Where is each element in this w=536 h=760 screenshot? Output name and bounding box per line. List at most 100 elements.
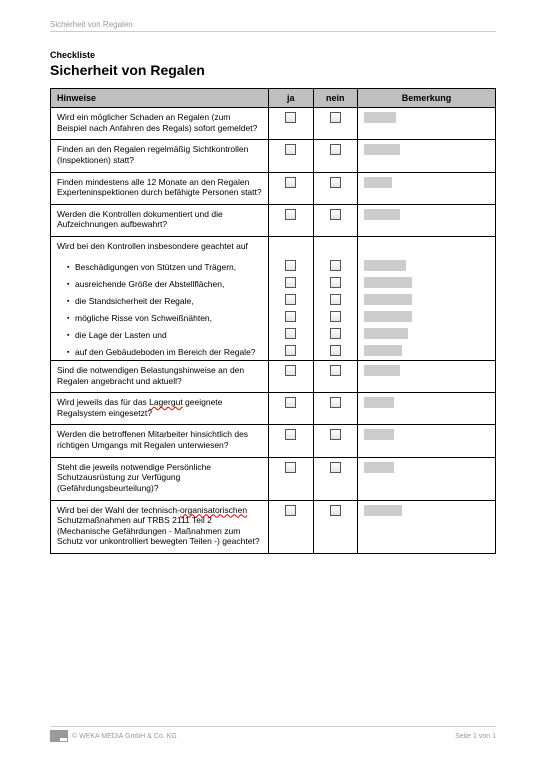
checkbox-yes-cell: [269, 204, 314, 236]
checkbox-no-cell: [313, 393, 358, 425]
checkbox-yes[interactable]: [285, 209, 296, 220]
checkbox-yes-cell: [269, 457, 314, 500]
remark-cell[interactable]: [358, 140, 496, 172]
remark-placeholder: [364, 365, 400, 376]
checkbox-yes[interactable]: [285, 462, 296, 473]
checkbox-yes[interactable]: [285, 177, 296, 188]
checkbox-no[interactable]: [330, 429, 341, 440]
checklist-table: Hinweise ja nein Bemerkung Wird ein mögl…: [50, 88, 496, 554]
col-remark: Bemerkung: [358, 89, 496, 108]
checkbox-no-cell: [313, 258, 358, 275]
table-row: Wird jeweils das für das Lagergut geeign…: [51, 393, 496, 425]
checkbox-no[interactable]: [330, 328, 341, 339]
checkbox-no[interactable]: [330, 277, 341, 288]
remark-cell[interactable]: [358, 343, 496, 361]
hint-text: ausreichende Größe der Abstellflächen,: [51, 275, 269, 292]
remark-cell[interactable]: [358, 360, 496, 392]
checkbox-yes-cell: [269, 275, 314, 292]
checkbox-yes-cell: [269, 326, 314, 343]
remark-cell[interactable]: [358, 108, 496, 140]
table-row: Beschädigungen von Stützen und Trägern,: [51, 258, 496, 275]
checkbox-yes[interactable]: [285, 144, 296, 155]
checkbox-yes[interactable]: [285, 429, 296, 440]
top-header: Sicherheit von Regalen: [50, 20, 496, 32]
checkbox-yes-cell: [269, 309, 314, 326]
checkbox-no[interactable]: [330, 144, 341, 155]
table-row: Werden die Kontrollen dokumentiert und d…: [51, 204, 496, 236]
remark-cell[interactable]: [358, 204, 496, 236]
checkbox-yes[interactable]: [285, 260, 296, 271]
remark-cell[interactable]: [358, 172, 496, 204]
checkbox-yes[interactable]: [285, 505, 296, 516]
checkbox-no-cell: [313, 204, 358, 236]
hint-text: mögliche Risse von Schweißnähten,: [51, 309, 269, 326]
checkbox-yes-cell: [269, 425, 314, 457]
checkbox-no-cell: [313, 425, 358, 457]
hint-text: die Lage der Lasten und: [51, 326, 269, 343]
table-row: Wird ein möglicher Schaden an Regalen (z…: [51, 108, 496, 140]
checkbox-no[interactable]: [330, 112, 341, 123]
checkbox-no[interactable]: [330, 177, 341, 188]
remark-cell[interactable]: [358, 275, 496, 292]
checkbox-yes[interactable]: [285, 345, 296, 356]
checkbox-no[interactable]: [330, 294, 341, 305]
checkbox-yes-cell: [269, 393, 314, 425]
remark-placeholder: [364, 397, 394, 408]
checkbox-yes-cell: [269, 500, 314, 554]
remark-cell[interactable]: [358, 457, 496, 500]
table-row: Wird bei der Wahl der technisch-organisa…: [51, 500, 496, 554]
page: Sicherheit von Regalen Checkliste Sicher…: [0, 0, 536, 584]
checkbox-yes-cell: [269, 360, 314, 392]
hint-text: die Standsicherheit der Regale,: [51, 292, 269, 309]
checkbox-no[interactable]: [330, 209, 341, 220]
remark-cell[interactable]: [358, 326, 496, 343]
checkbox-no[interactable]: [330, 365, 341, 376]
checkbox-no-cell: [313, 275, 358, 292]
checkbox-yes[interactable]: [285, 397, 296, 408]
remark-cell[interactable]: [358, 500, 496, 554]
hint-text: Werden die betroffenen Mitarbeiter hinsi…: [51, 425, 269, 457]
table-row: Wird bei den Kontrollen insbesondere gea…: [51, 237, 496, 258]
checkbox-yes[interactable]: [285, 365, 296, 376]
checkbox-yes[interactable]: [285, 311, 296, 322]
col-hint: Hinweise: [51, 89, 269, 108]
hint-text: Finden an den Regalen regelmäßig Sichtko…: [51, 140, 269, 172]
checkbox-no[interactable]: [330, 505, 341, 516]
remark-cell[interactable]: [358, 393, 496, 425]
footer-left: © WEKA MEDIA GmbH & Co. KG: [50, 730, 177, 742]
hint-text: Sind die notwendigen Belastungshinweise …: [51, 360, 269, 392]
checkbox-no[interactable]: [330, 397, 341, 408]
checkbox-no[interactable]: [330, 345, 341, 356]
checkbox-no[interactable]: [330, 260, 341, 271]
checkbox-no[interactable]: [330, 311, 341, 322]
checkbox-no[interactable]: [330, 462, 341, 473]
remark-placeholder: [364, 505, 402, 516]
table-row: Steht die jeweils notwendige Persönliche…: [51, 457, 496, 500]
remark-placeholder: [364, 112, 396, 123]
remark-cell[interactable]: [358, 309, 496, 326]
checkbox-yes[interactable]: [285, 328, 296, 339]
remark-placeholder: [364, 260, 406, 271]
table-row: auf den Gebäudeboden im Bereich der Rega…: [51, 343, 496, 361]
copyright: © WEKA MEDIA GmbH & Co. KG: [72, 733, 177, 740]
remark-placeholder: [364, 144, 400, 155]
hint-text: auf den Gebäudeboden im Bereich der Rega…: [51, 343, 269, 361]
checkbox-yes[interactable]: [285, 294, 296, 305]
checkbox-no-cell: [313, 343, 358, 361]
checkbox-yes-cell: [269, 258, 314, 275]
checkbox-yes[interactable]: [285, 277, 296, 288]
checkbox-no-cell: [313, 326, 358, 343]
pretitle: Checkliste: [50, 50, 496, 60]
remark-cell[interactable]: [358, 292, 496, 309]
hint-text: Beschädigungen von Stützen und Trägern,: [51, 258, 269, 275]
table-row: die Lage der Lasten und: [51, 326, 496, 343]
table-row: Finden mindestens alle 12 Monate an den …: [51, 172, 496, 204]
hint-text: Wird bei der Wahl der technisch-organisa…: [51, 500, 269, 554]
hint-text: Wird jeweils das für das Lagergut geeign…: [51, 393, 269, 425]
remark-cell[interactable]: [358, 258, 496, 275]
col-yes: ja: [269, 89, 314, 108]
remark-cell[interactable]: [358, 425, 496, 457]
checkbox-yes[interactable]: [285, 112, 296, 123]
checkbox-yes-cell: [269, 172, 314, 204]
table-row: mögliche Risse von Schweißnähten,: [51, 309, 496, 326]
